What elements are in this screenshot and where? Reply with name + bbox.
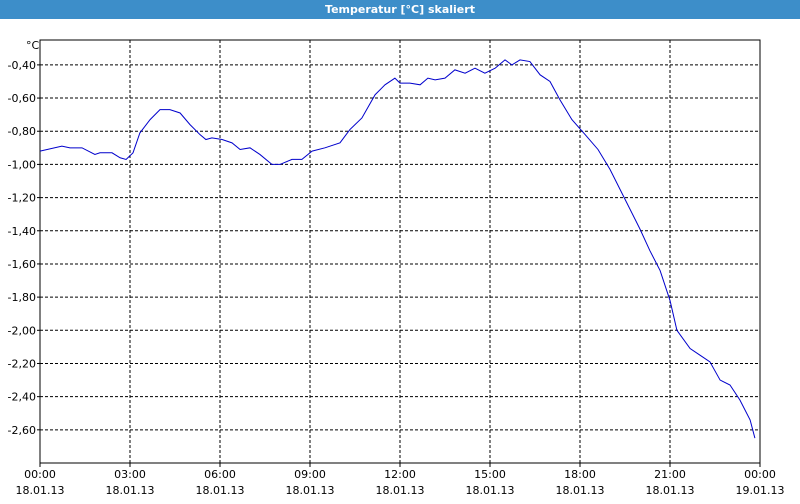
x-tick-label: 18:00	[564, 468, 596, 481]
y-tick-label: -0,80	[8, 125, 36, 138]
x-tick-label: 06:00	[204, 468, 236, 481]
x-tick-label: 09:00	[294, 468, 326, 481]
y-tick-label: -0,60	[8, 92, 36, 105]
y-tick-label: -1,40	[8, 225, 36, 238]
x-tick-label: 21:00	[654, 468, 686, 481]
y-tick-label: -1,00	[8, 158, 36, 171]
x-tick-date: 18.01.13	[556, 484, 605, 497]
data-line	[39, 59, 756, 439]
x-tick-date: 18.01.13	[646, 484, 695, 497]
y-tick-label: -1,80	[8, 291, 36, 304]
y-tick-label: -2,40	[8, 391, 36, 404]
y-tick-label: -2,00	[8, 324, 36, 337]
y-axis-label: °C	[26, 39, 40, 52]
x-tick-label: 03:00	[114, 468, 146, 481]
x-tick-date: 18.01.13	[286, 484, 335, 497]
y-tick-label: -1,20	[8, 192, 36, 205]
x-tick-date: 18.01.13	[196, 484, 245, 497]
x-tick-label: 00:00	[24, 468, 56, 481]
y-tick-label: -1,60	[8, 258, 36, 271]
x-tick-label: 15:00	[474, 468, 506, 481]
x-tick-date: 19.01.13	[736, 484, 785, 497]
y-tick-label: -0,40	[8, 59, 36, 72]
x-tick-label: 12:00	[384, 468, 416, 481]
x-tick-date: 18.01.13	[16, 484, 65, 497]
x-tick-date: 18.01.13	[466, 484, 515, 497]
x-tick-date: 18.01.13	[376, 484, 425, 497]
x-tick-label: 00:00	[744, 468, 776, 481]
y-tick-label: -2,60	[8, 424, 36, 437]
x-tick-date: 18.01.13	[106, 484, 155, 497]
chart-title: Temperatur [°C] skaliert	[325, 3, 475, 16]
title-bar	[0, 0, 800, 19]
y-tick-label: -2,20	[8, 357, 36, 370]
